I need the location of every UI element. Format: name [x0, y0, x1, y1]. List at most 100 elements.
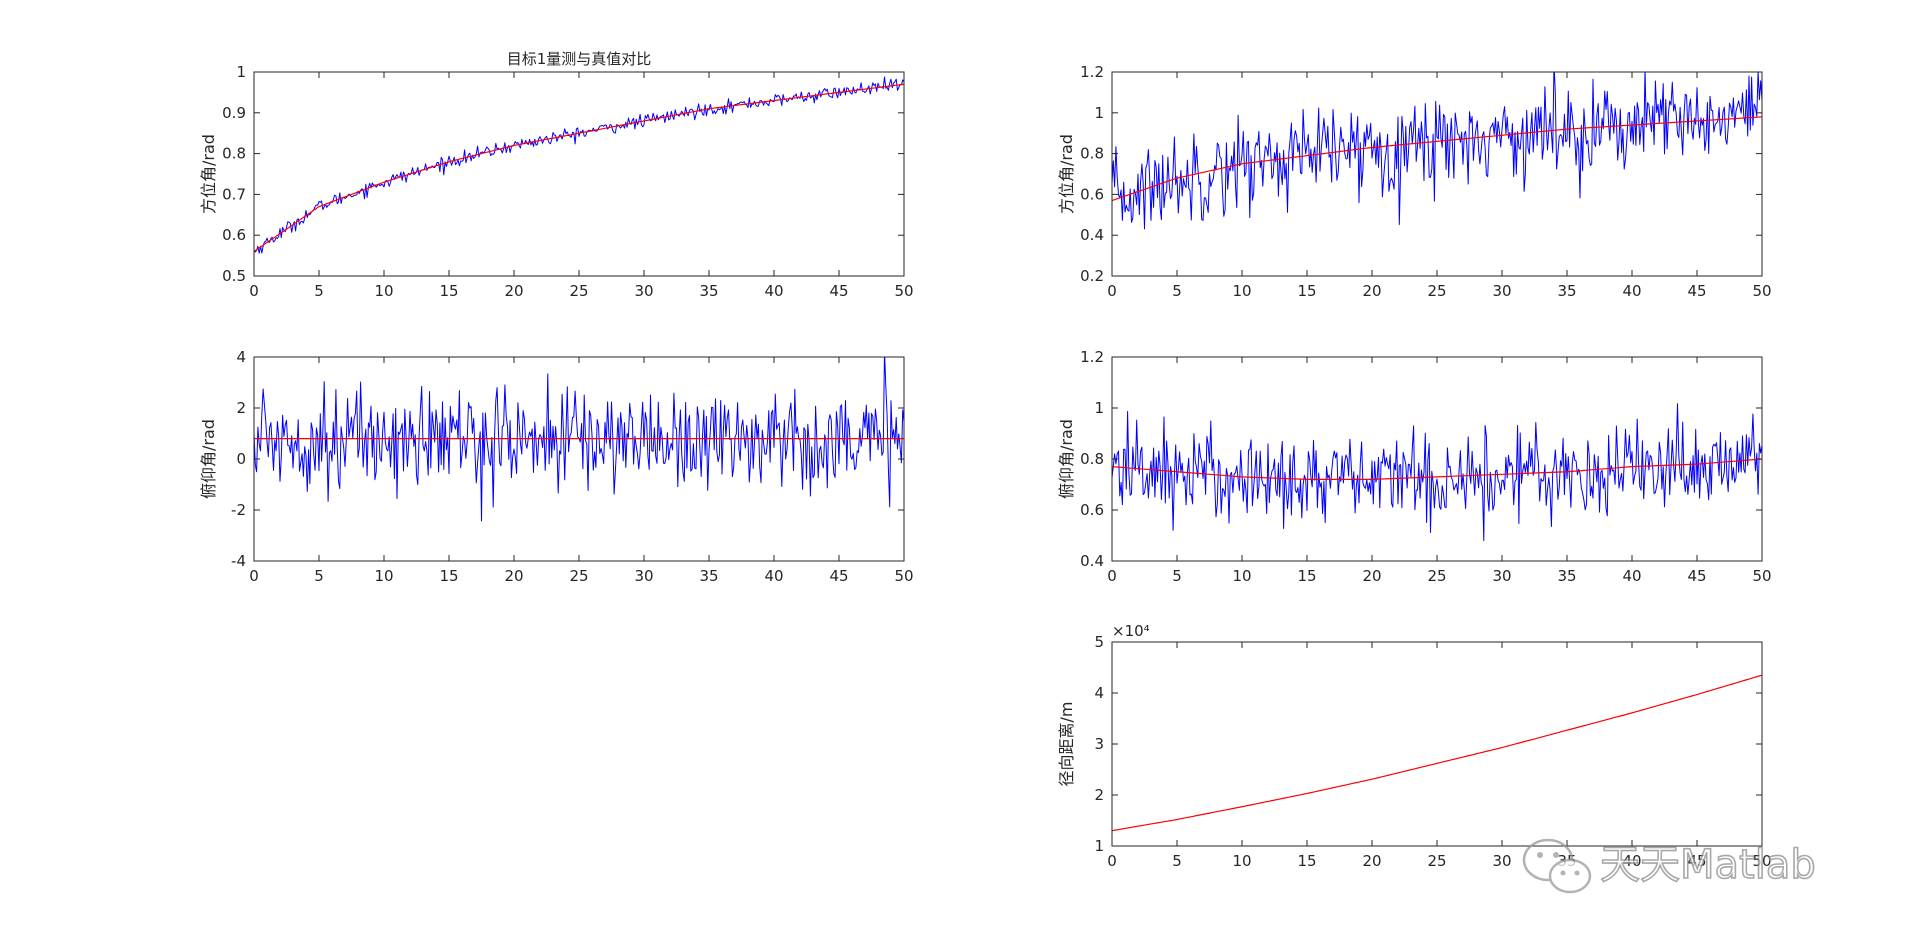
wechat-icon: [1522, 838, 1592, 894]
y-axis-label: 俯仰角/rad: [199, 419, 218, 499]
y-tick-label: 0.6: [1080, 501, 1104, 519]
x-tick-label: 5: [1172, 852, 1182, 870]
y-tick-label: 1.2: [1080, 63, 1104, 81]
x-tick-label: 0: [249, 567, 259, 585]
watermark-text: 天天Matlab: [1600, 842, 1816, 888]
watermark: 天天Matlab: [1522, 838, 1817, 894]
y-tick-label: 4: [236, 348, 246, 366]
y-tick-label: 0.8: [1080, 450, 1104, 468]
x-tick-label: 15: [439, 282, 458, 300]
axes-layer: 0 5 10 15 20 25 30 35 40 45 500.50.60.70.80.91方位角/…: [199, 50, 1772, 870]
series-line-true: [254, 83, 904, 253]
y-tick-label: 0.4: [1080, 226, 1104, 244]
x-tick-label: 5: [1172, 567, 1182, 585]
x-tick-label: 5: [314, 567, 324, 585]
x-tick-label: 20: [504, 567, 523, 585]
x-tick-label: 45: [1687, 567, 1706, 585]
x-tick-label: 5: [1172, 282, 1182, 300]
x-tick-label: 45: [829, 567, 848, 585]
x-tick-label: 25: [1427, 852, 1446, 870]
y-axis-label: 方位角/rad: [199, 134, 218, 214]
y-tick-label: 2: [1094, 786, 1104, 804]
plot-area: [1112, 403, 1762, 542]
y-tick-label: 0.4: [1080, 552, 1104, 570]
x-tick-label: 35: [1557, 567, 1576, 585]
plot-area: [1112, 674, 1762, 832]
y-tick-label: 0.8: [222, 145, 246, 163]
y-tick-label: 1: [236, 63, 246, 81]
x-tick-label: 15: [439, 567, 458, 585]
x-tick-label: 25: [569, 567, 588, 585]
y-tick-label: 3: [1094, 735, 1104, 753]
x-tick-label: 20: [1362, 852, 1381, 870]
x-tick-label: 30: [634, 282, 653, 300]
y-tick-label: 0.2: [1080, 267, 1104, 285]
x-tick-label: 10: [1232, 282, 1251, 300]
x-tick-label: 40: [1622, 567, 1641, 585]
plot-area: [1112, 72, 1762, 230]
x-tick-label: 30: [1492, 282, 1511, 300]
x-tick-label: 10: [1232, 852, 1251, 870]
x-tick-label: 15: [1297, 567, 1316, 585]
x-tick-label: 25: [1427, 567, 1446, 585]
y-tick-label: 0.5: [222, 267, 246, 285]
x-tick-label: 25: [1427, 282, 1446, 300]
x-tick-label: 30: [1492, 567, 1511, 585]
x-tick-label: 40: [1622, 852, 1641, 870]
y-tick-label: 1: [1094, 837, 1104, 855]
series-line-true: [1112, 674, 1762, 832]
chart-elevation-1: 0 5 10 15 20 25 30 35 40 45 50 -4 -2 0 2 4 俯仰角/rad: [199, 348, 914, 585]
plot-area: [254, 76, 904, 254]
plot-area: [254, 357, 904, 522]
x-tick-label: 0: [1107, 852, 1117, 870]
y-tick-label: 0.9: [222, 104, 246, 122]
x-tick-label: 40: [764, 282, 783, 300]
x-tick-label: 20: [504, 282, 523, 300]
series-line-measured: [254, 76, 904, 254]
y-tick-label: 0.6: [1080, 185, 1104, 203]
x-tick-label: 5: [314, 282, 324, 300]
series-line-true: [1112, 458, 1762, 480]
x-tick-label: 40: [764, 567, 783, 585]
y-tick-label: 0.8: [1080, 145, 1104, 163]
y-exponent-label: ×10⁴: [1112, 622, 1150, 640]
x-tick-label: 0: [1107, 567, 1117, 585]
x-tick-label: 50: [894, 567, 913, 585]
x-tick-label: 0: [249, 282, 259, 300]
x-tick-label: 20: [1362, 282, 1381, 300]
y-axis-label: 俯仰角/rad: [1057, 419, 1076, 499]
x-tick-label: 50: [1752, 282, 1771, 300]
y-tick-label: 0: [236, 450, 246, 468]
y-tick-label: 2: [236, 399, 246, 417]
x-tick-label: 15: [1297, 282, 1316, 300]
x-tick-label: 50: [1752, 567, 1771, 585]
series-line-measured: [1112, 403, 1762, 542]
y-axis-label: 径向距离/m: [1057, 702, 1076, 787]
x-tick-label: 45: [1687, 852, 1706, 870]
series-line-true: [1112, 116, 1762, 202]
y-tick-label: 0.6: [222, 226, 246, 244]
y-tick-label: 0.7: [222, 185, 246, 203]
x-tick-label: 10: [1232, 567, 1251, 585]
y-tick-label: 1: [1094, 399, 1104, 417]
x-tick-label: 35: [699, 567, 718, 585]
chart-azimuth-1: 0 5 10 15 20 25 30 35 40 45 50 0.5 0.6 0.7 0.8 0.9 1 方位角/…: [199, 50, 914, 300]
series-line-measured: [1112, 72, 1762, 230]
y-tick-label: -2: [231, 501, 246, 519]
x-tick-label: 10: [374, 282, 393, 300]
y-tick-label: 1: [1094, 104, 1104, 122]
y-axis-label: 方位角/rad: [1057, 134, 1076, 214]
x-tick-label: 50: [894, 282, 913, 300]
chart-range: 0510152025303540455012345径向距离/m×10⁴: [1057, 622, 1772, 870]
x-tick-label: 30: [634, 567, 653, 585]
x-tick-label: 30: [1492, 852, 1511, 870]
chart-elevation-2: 0 5 10 15 20 25 30 35 40 45 50 0.4 0.6 0.8 1 1.2 俯仰角/rad: [1057, 348, 1772, 585]
x-tick-label: 40: [1622, 282, 1641, 300]
chart-title: 目标1量测与真值对比: [507, 50, 652, 68]
x-tick-label: 0: [1107, 282, 1117, 300]
x-tick-label: 50: [1752, 852, 1771, 870]
x-tick-label: 45: [1687, 282, 1706, 300]
x-tick-label: 10: [374, 567, 393, 585]
